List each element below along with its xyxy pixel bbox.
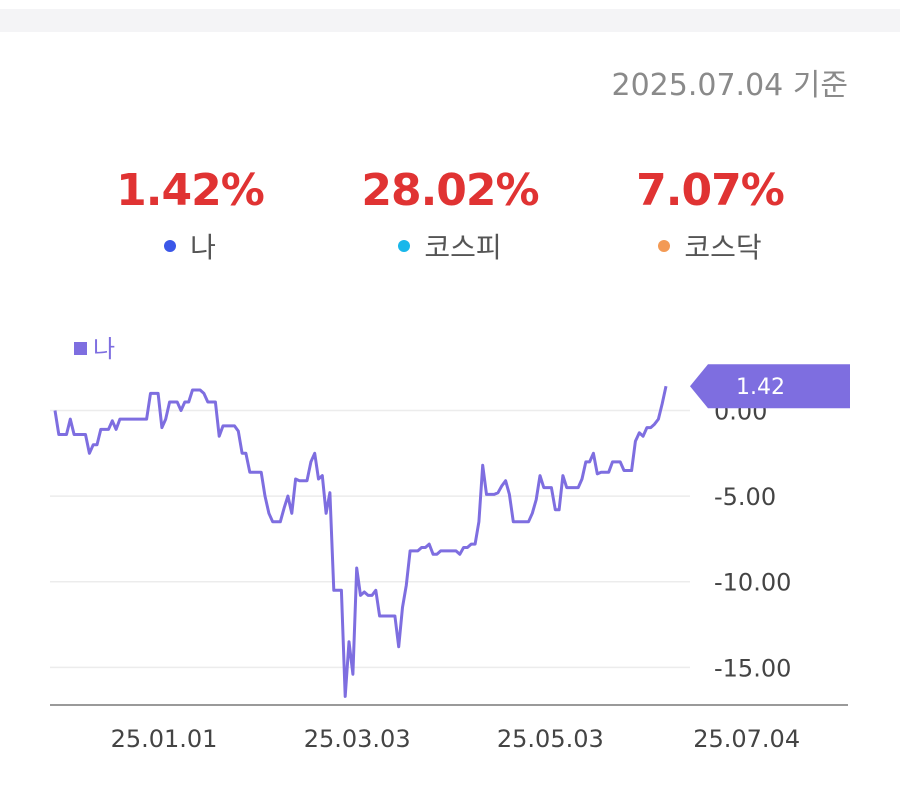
summary-label: 코스피 (424, 231, 502, 264)
legend-layer: 나 (74, 335, 115, 363)
series-line (53, 385, 668, 698)
summary-value: 28.02% (361, 165, 539, 216)
summary-my-return: 1.42% 나 (50, 165, 330, 266)
legend-label: 나 (93, 335, 115, 363)
marker-layer: 1.42 (690, 364, 850, 409)
x-tick-label: 25.01.01 (111, 725, 218, 753)
series-dot-icon (164, 240, 177, 252)
legend-swatch-icon (74, 342, 87, 355)
y-tick-label: -15.00 (714, 654, 791, 682)
y-tick-label: -10.00 (714, 569, 791, 597)
last-value-label: 1.42 (736, 375, 785, 400)
series-dot-icon (398, 240, 411, 252)
as-of-date: 2025.07.04 기준 (611, 68, 848, 103)
series-dot-icon (658, 240, 671, 252)
summary-value: 7.07% (636, 165, 785, 216)
y-tick-label: -5.00 (714, 483, 776, 511)
line-layer (53, 385, 668, 698)
x-tick-label: 25.05.03 (497, 725, 604, 753)
top-bar (0, 9, 900, 32)
grid-layer (50, 409, 690, 669)
return-line-chart: 나 0.00 -5.00 -10.00 -15.00 25.01.01 25.03.03 2… (0, 320, 900, 804)
summary-value: 1.42% (116, 165, 265, 216)
summary-label: 코스닥 (684, 231, 762, 264)
summary-kospi-return: 28.02% 코스피 (310, 165, 590, 266)
x-tick-label: 25.07.04 (693, 725, 800, 753)
x-tick-label: 25.03.03 (304, 725, 411, 753)
summary-label: 나 (190, 231, 216, 264)
summary-kosdaq-return: 7.07% 코스닥 (570, 165, 850, 266)
last-value-flag (690, 364, 850, 409)
